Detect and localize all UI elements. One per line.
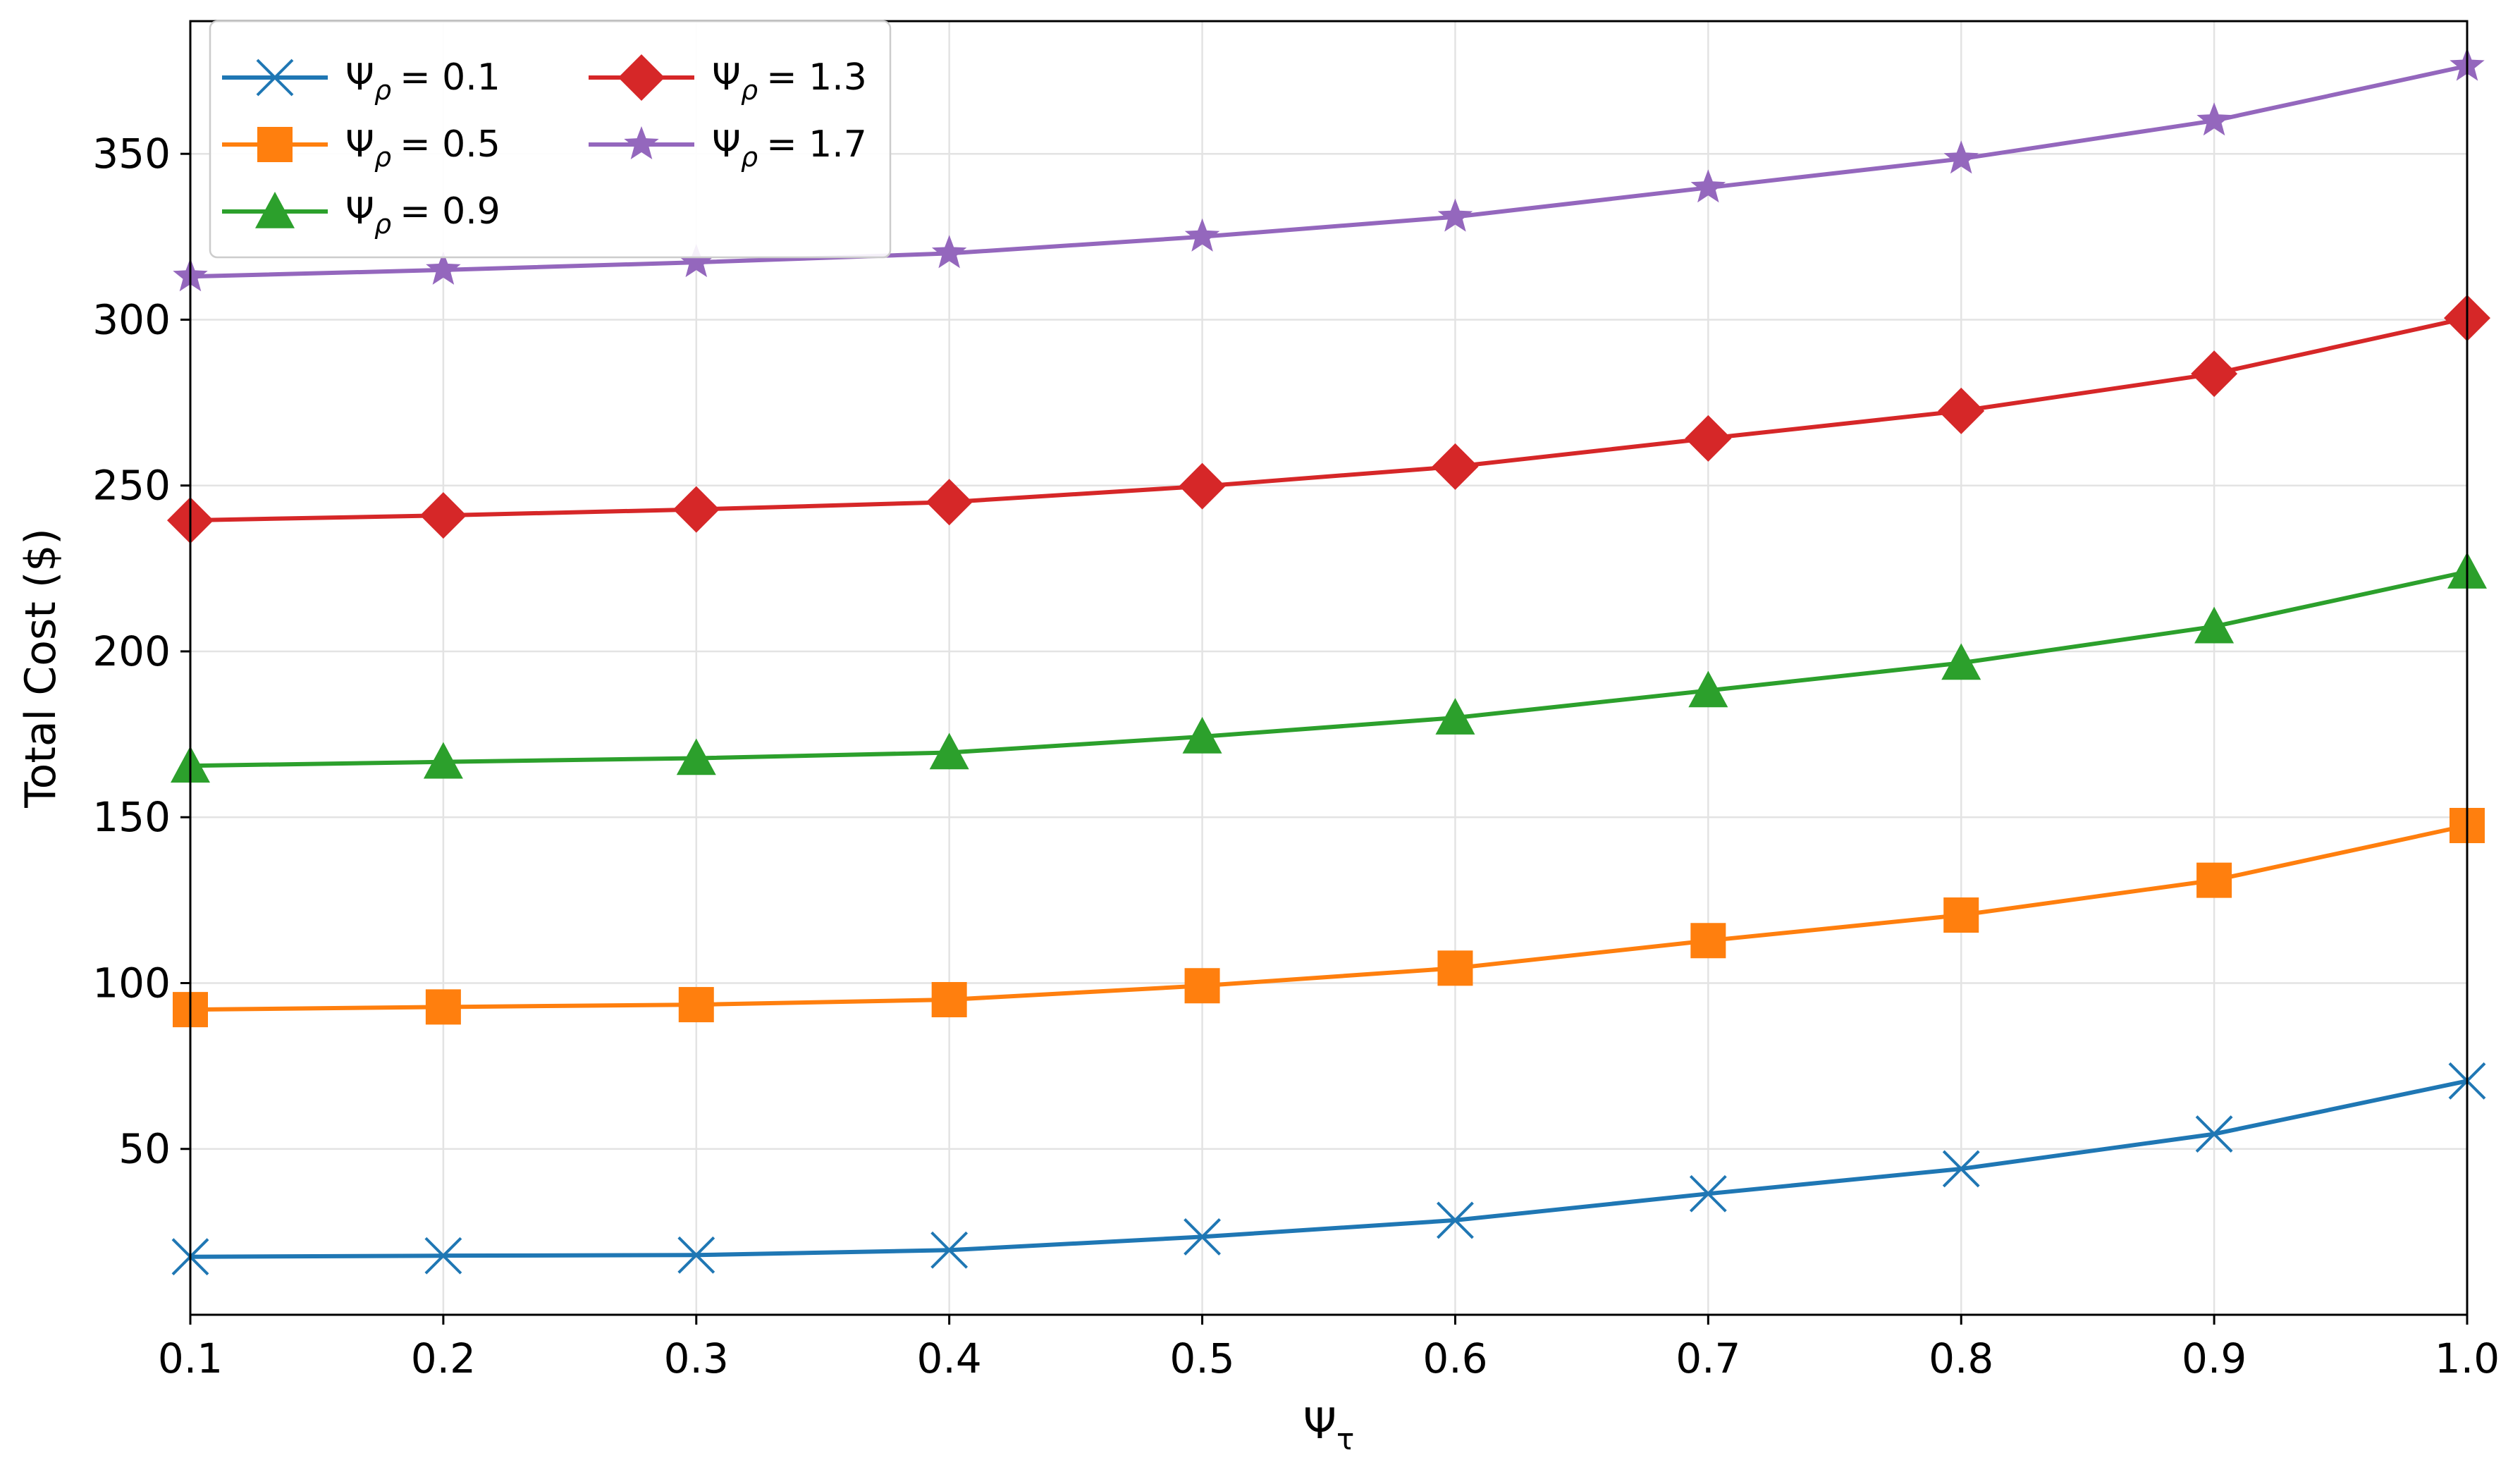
x-tick-label: 0.2 [411, 1335, 476, 1382]
series-line [190, 1079, 2468, 1259]
legend-entry-1.7: Ψρ = 1.7 [589, 123, 867, 173]
legend-label: Ψρ = 1.7 [712, 123, 867, 173]
marker-diamond [1432, 443, 1479, 490]
x-tick-label: 0.3 [664, 1335, 729, 1382]
series-line [190, 823, 2468, 1012]
marker-star [624, 126, 659, 159]
marker-x [2195, 1115, 2233, 1153]
marker-square [1943, 897, 1979, 933]
marker-x [1942, 1150, 1980, 1188]
marker-diamond [618, 54, 665, 101]
legend-entry-0.1: Ψρ = 0.1 [222, 56, 500, 106]
legend-label: Ψρ = 0.1 [345, 56, 500, 106]
marker-square [257, 127, 293, 162]
marker-square [1437, 950, 1473, 986]
y-tick-label: 250 [92, 462, 171, 510]
marker-triangle [1941, 643, 1981, 680]
x-tick-label: 1.0 [2435, 1335, 2500, 1382]
y-axis-title: Total Cost ($) [16, 528, 66, 809]
x-tick-label: 0.4 [917, 1335, 982, 1382]
x-tick-label: 0.9 [2182, 1335, 2247, 1382]
y-tick-label: 350 [92, 130, 171, 178]
marker-triangle [1435, 698, 1475, 735]
series-0.1 [171, 1062, 2486, 1276]
marker-square [678, 987, 714, 1023]
marker-triangle [2194, 606, 2235, 644]
marker-star [931, 235, 967, 269]
marker-square [1690, 923, 1726, 959]
marker-square [425, 989, 461, 1025]
marker-triangle [1688, 670, 1728, 708]
marker-diamond [1179, 462, 1226, 510]
marker-diamond [2191, 350, 2238, 398]
legend-entry-0.5: Ψρ = 0.5 [222, 123, 500, 173]
marker-x [677, 1236, 715, 1274]
series-0.9 [171, 552, 2487, 783]
marker-square [931, 982, 967, 1018]
marker-diamond [419, 492, 467, 539]
legend-label: Ψρ = 0.5 [345, 123, 500, 173]
axes: 0.1 0.2 0.3 0.4 0.5 0.6 0.7 0.8 0.9 1.0 50 100 150 20… [92, 130, 2500, 1382]
marker-star [2196, 102, 2232, 136]
marker-x [1689, 1174, 1727, 1213]
series-1.7 [173, 47, 2485, 292]
marker-x [1184, 1218, 1221, 1256]
marker-diamond [926, 479, 973, 526]
x-tick-label: 0.8 [1929, 1335, 1993, 1382]
series-layer [167, 47, 2490, 1276]
legend: Ψρ = 0.1 Ψρ = 0.5 Ψρ = 0.9 Ψρ = 1.3 Ψρ = 1.7 [209, 20, 892, 259]
marker-star [1690, 169, 1726, 203]
marker-triangle [929, 732, 969, 770]
marker-diamond [1938, 387, 1985, 434]
marker-triangle [255, 192, 295, 228]
legend-label: Ψρ = 0.9 [345, 190, 500, 240]
y-tick-label: 300 [92, 295, 171, 343]
x-axis-title-subscript: τ [1336, 1422, 1354, 1456]
marker-x [930, 1231, 969, 1269]
marker-x [256, 59, 294, 97]
marker-star [1943, 140, 1979, 174]
marker-diamond [672, 486, 720, 533]
marker-square [1184, 968, 1220, 1004]
marker-square [2196, 862, 2232, 898]
y-tick-label: 50 [118, 1125, 171, 1173]
legend-entry-0.9: Ψρ = 0.9 [222, 190, 500, 240]
marker-star [1437, 198, 1473, 232]
marker-star [1184, 218, 1220, 252]
x-axis-title: Ψτ [1303, 1399, 1355, 1456]
plot-frame [189, 20, 2469, 1316]
marker-triangle [676, 738, 716, 775]
marker-triangle [1182, 716, 1222, 754]
series-line [190, 570, 2468, 768]
marker-x [1437, 1201, 1474, 1239]
legend-box [209, 20, 892, 259]
x-tick-label: 0.5 [1169, 1335, 1234, 1382]
x-tick-label: 0.1 [158, 1335, 223, 1382]
y-tick-label: 100 [92, 959, 171, 1007]
x-tick-label: 0.7 [1676, 1335, 1740, 1382]
series-line [190, 63, 2468, 279]
marker-star [426, 251, 461, 285]
x-axis-title-symbol: Ψ [1303, 1399, 1336, 1449]
y-tick-label: 200 [92, 627, 171, 675]
x-tick-label: 0.6 [1422, 1335, 1487, 1382]
series-line [190, 316, 2468, 523]
legend-entry-1.3: Ψρ = 1.3 [589, 54, 867, 106]
y-tick-label: 150 [92, 793, 171, 841]
marker-diamond [1685, 415, 1732, 462]
marker-star [679, 244, 714, 278]
legend-label: Ψρ = 1.3 [712, 56, 867, 106]
marker-x [424, 1237, 462, 1275]
marker-triangle [423, 742, 463, 779]
